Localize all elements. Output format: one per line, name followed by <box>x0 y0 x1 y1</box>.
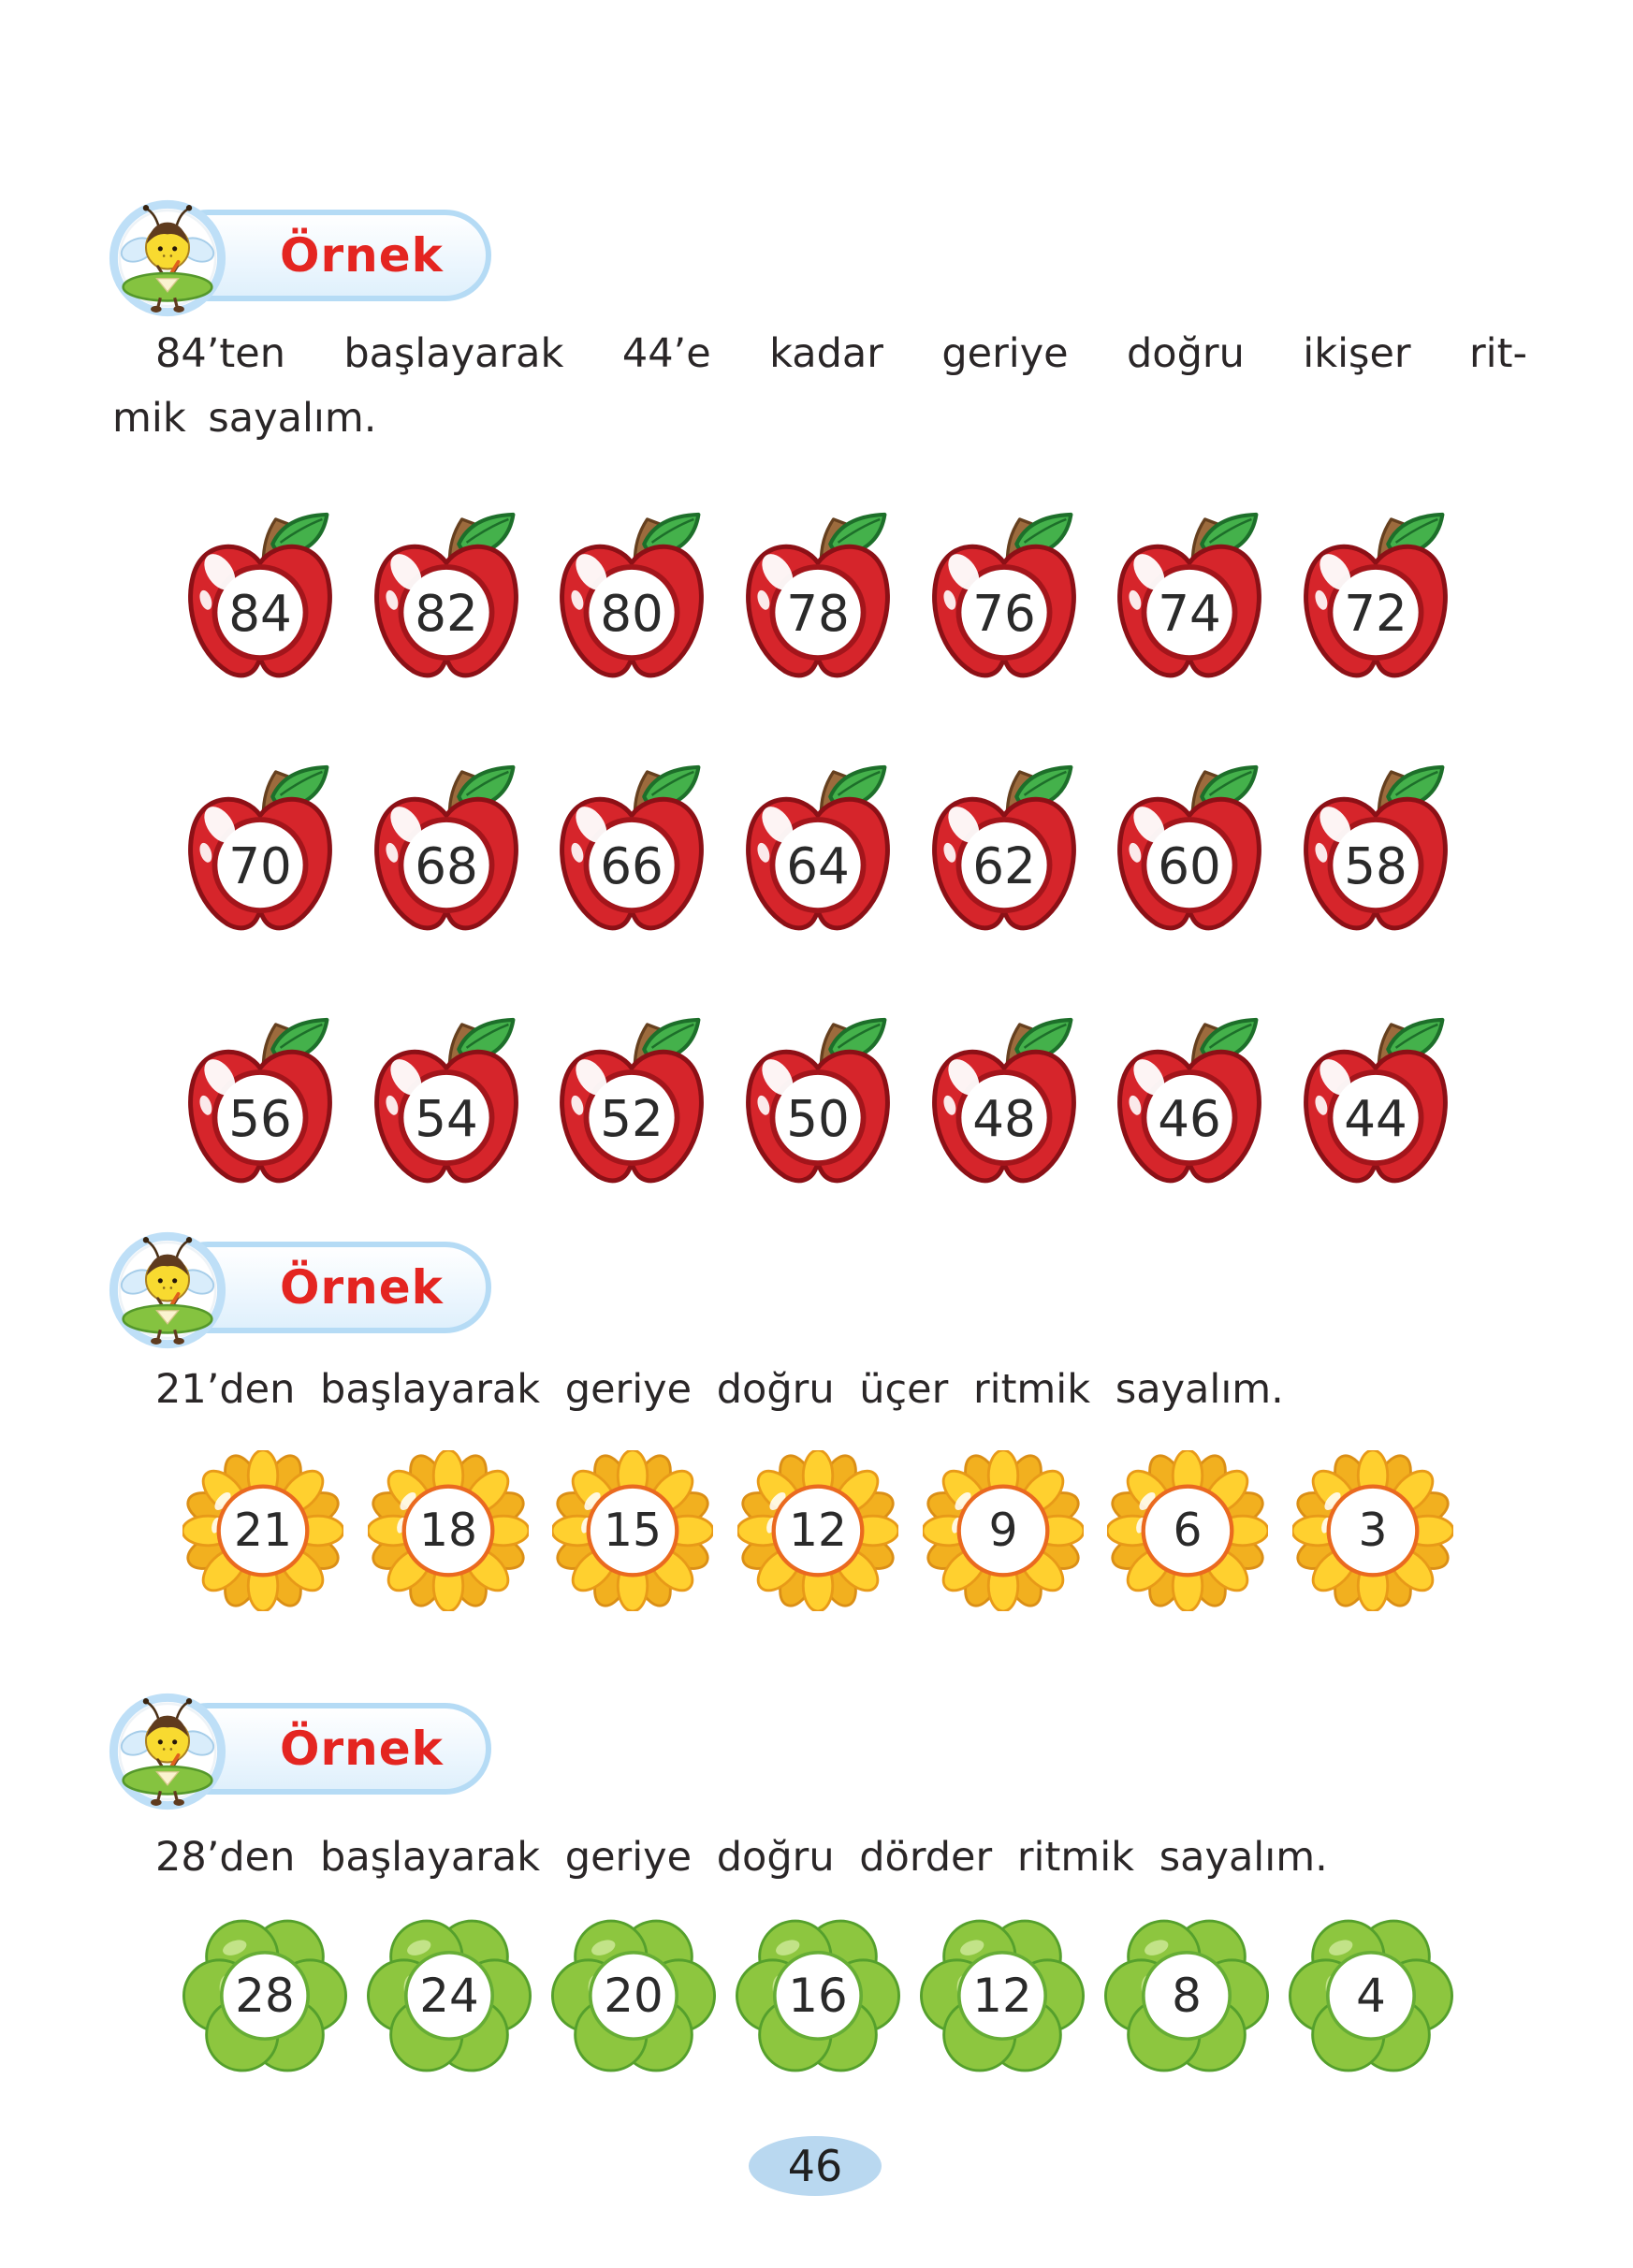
apple-number-icon: 72 <box>1298 510 1453 689</box>
svg-text:66: 66 <box>601 837 664 895</box>
svg-text:20: 20 <box>604 1969 663 2023</box>
svg-text:9: 9 <box>988 1505 1017 1557</box>
svg-text:80: 80 <box>601 585 664 643</box>
apple-number-icon: 60 <box>1112 763 1267 941</box>
svg-text:16: 16 <box>788 1969 847 2023</box>
example-header-3: Örnek <box>108 1692 501 1815</box>
apple-number-icon: 54 <box>369 1015 524 1194</box>
sunflower-number-icon: 18 <box>368 1450 529 1611</box>
svg-text:8: 8 <box>1172 1969 1202 2023</box>
svg-text:84: 84 <box>228 585 292 643</box>
green-flower-number-icon: 28 <box>182 1913 347 2078</box>
green-flower-number-icon: 20 <box>551 1913 716 2078</box>
apple-number-icon: 48 <box>926 1015 1082 1194</box>
section1-text-line2: mik sayalım. <box>112 394 377 442</box>
svg-text:76: 76 <box>972 585 1036 643</box>
svg-text:48: 48 <box>972 1090 1036 1148</box>
svg-text:72: 72 <box>1344 585 1407 643</box>
svg-text:24: 24 <box>419 1969 478 2023</box>
green-flower-number-icon: 24 <box>367 1913 532 2078</box>
svg-text:70: 70 <box>228 837 292 895</box>
svg-text:4: 4 <box>1356 1969 1386 2023</box>
svg-text:60: 60 <box>1158 837 1221 895</box>
apple-number-icon: 58 <box>1298 763 1453 941</box>
svg-text:15: 15 <box>604 1505 662 1557</box>
apple-number-icon: 64 <box>740 763 896 941</box>
svg-text:68: 68 <box>415 837 478 895</box>
svg-text:52: 52 <box>601 1090 664 1148</box>
apple-number-icon: 56 <box>182 1015 338 1194</box>
example-header-1: Örnek <box>108 198 501 322</box>
svg-text:62: 62 <box>972 837 1036 895</box>
svg-text:6: 6 <box>1174 1505 1203 1557</box>
apple-number-icon: 46 <box>1112 1015 1267 1194</box>
apple-number-icon: 62 <box>926 763 1082 941</box>
bee-mascot-icon <box>108 198 227 318</box>
svg-text:50: 50 <box>786 1090 850 1148</box>
apple-row-2: 70 68 66 64 <box>182 763 1453 941</box>
apple-row-1: 84 82 80 78 <box>182 510 1453 689</box>
section1-text-line1: 84’ten başlayarak 44’e kadar geriye doğr… <box>155 330 1527 377</box>
section3-text: 28’den başlayarak geriye doğru dörder ri… <box>112 1826 1527 1889</box>
green-flower-number-icon: 16 <box>736 1913 900 2078</box>
page-number-badge: 46 <box>749 2136 882 2196</box>
sunflower-number-icon: 3 <box>1292 1450 1453 1611</box>
svg-text:74: 74 <box>1158 585 1221 643</box>
apple-row-3: 56 54 52 50 <box>182 1015 1453 1194</box>
green-flower-number-icon: 12 <box>920 1913 1085 2078</box>
sunflower-number-icon: 9 <box>923 1450 1084 1611</box>
sunflower-row: 21 18 15 12 <box>182 1450 1453 1611</box>
green-flower-number-icon: 8 <box>1104 1913 1269 2078</box>
sunflower-number-icon: 21 <box>182 1450 343 1611</box>
svg-text:18: 18 <box>419 1505 477 1557</box>
apple-number-icon: 68 <box>369 763 524 941</box>
apple-number-icon: 76 <box>926 510 1082 689</box>
svg-text:28: 28 <box>235 1969 294 2023</box>
svg-text:46: 46 <box>1158 1090 1221 1148</box>
apple-number-icon: 82 <box>369 510 524 689</box>
section3-text-line: 28’den başlayarak geriye doğru dörder ri… <box>155 1834 1328 1881</box>
svg-text:3: 3 <box>1358 1505 1387 1557</box>
apple-number-icon: 50 <box>740 1015 896 1194</box>
svg-text:44: 44 <box>1344 1090 1407 1148</box>
apple-number-icon: 78 <box>740 510 896 689</box>
bee-mascot-icon <box>108 1692 227 1811</box>
svg-text:64: 64 <box>786 837 850 895</box>
example-label: Örnek <box>280 1260 444 1315</box>
bee-mascot-icon <box>108 1230 227 1350</box>
svg-text:56: 56 <box>228 1090 292 1148</box>
apple-number-icon: 70 <box>182 763 338 941</box>
svg-text:54: 54 <box>415 1090 478 1148</box>
sunflower-number-icon: 6 <box>1107 1450 1268 1611</box>
apple-number-icon: 84 <box>182 510 338 689</box>
section2-text: 21’den başlayarak geriye doğru üçer ritm… <box>112 1359 1527 1421</box>
green-flower-number-icon: 4 <box>1289 1913 1453 2078</box>
svg-text:58: 58 <box>1344 837 1407 895</box>
example-label: Örnek <box>280 1722 444 1776</box>
apple-number-icon: 52 <box>554 1015 709 1194</box>
apple-number-icon: 66 <box>554 763 709 941</box>
section1-text: 84’ten başlayarak 44’e kadar geriye doğr… <box>112 323 1527 449</box>
sunflower-number-icon: 12 <box>737 1450 898 1611</box>
apple-number-icon: 80 <box>554 510 709 689</box>
green-flower-row: 28 24 20 16 <box>182 1913 1453 2078</box>
section2-text-line: 21’den başlayarak geriye doğru üçer ritm… <box>155 1366 1284 1413</box>
svg-text:78: 78 <box>786 585 850 643</box>
svg-text:21: 21 <box>234 1505 292 1557</box>
example-label: Örnek <box>280 228 444 283</box>
example-header-2: Örnek <box>108 1230 501 1354</box>
page-number: 46 <box>787 2141 843 2191</box>
svg-text:12: 12 <box>789 1505 847 1557</box>
svg-text:82: 82 <box>415 585 478 643</box>
sunflower-number-icon: 15 <box>552 1450 713 1611</box>
svg-text:12: 12 <box>972 1969 1031 2023</box>
apple-number-icon: 74 <box>1112 510 1267 689</box>
example-pill: Örnek <box>162 1242 491 1333</box>
apple-number-icon: 44 <box>1298 1015 1453 1194</box>
